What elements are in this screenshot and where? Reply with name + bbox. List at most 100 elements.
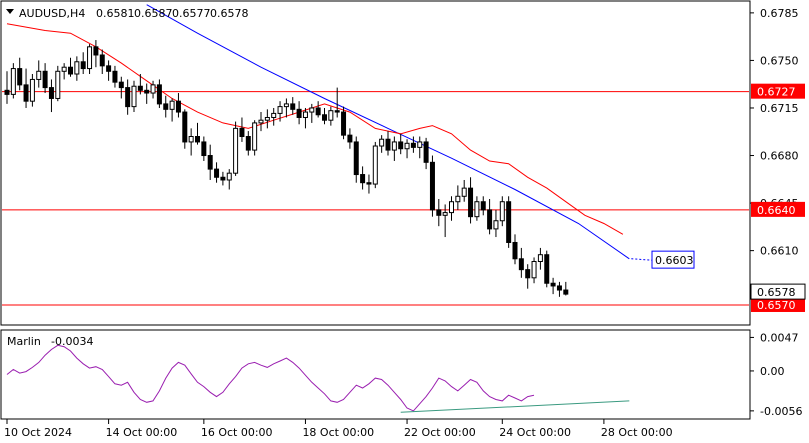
oscillator-line xyxy=(6,344,535,412)
candle xyxy=(512,234,518,265)
time-axis: 10 Oct 2024 14 Oct 00:00 16 Oct 00:00 18 Oc… xyxy=(4,419,673,439)
oscillator-name: Marlin xyxy=(7,335,41,348)
osc-tick-label: 0.00 xyxy=(760,365,785,378)
price-tick-label: 0.6610 xyxy=(760,245,799,258)
candle-body xyxy=(195,136,200,143)
candle-body xyxy=(544,254,550,284)
osc-tick-label: 0.0047 xyxy=(760,331,799,344)
candle-body xyxy=(87,46,93,70)
time-tick-label: 28 Oct 00:00 xyxy=(601,426,673,439)
ma-blue-line xyxy=(146,4,630,260)
candle xyxy=(423,137,429,170)
candle-body xyxy=(175,100,181,113)
candle xyxy=(264,109,270,129)
candle-body xyxy=(391,141,397,151)
candle-body xyxy=(372,145,378,185)
candle-body xyxy=(245,136,251,151)
candle-body xyxy=(125,87,131,108)
candle-body xyxy=(156,84,162,105)
candle-body xyxy=(23,84,29,102)
candle xyxy=(468,177,474,224)
ohlc-high: 0.6587 xyxy=(134,7,173,20)
candle xyxy=(258,112,264,132)
candle-body xyxy=(182,111,188,143)
candle xyxy=(150,80,156,99)
candle xyxy=(99,49,105,75)
time-tick-label: 22 Oct 00:00 xyxy=(404,426,476,439)
candle-body xyxy=(112,70,118,83)
candle xyxy=(23,68,29,108)
candle xyxy=(347,128,353,149)
candle-body xyxy=(429,161,435,211)
candle xyxy=(87,44,93,75)
osc-tick-label: -0.0056 xyxy=(760,405,802,418)
candle-body xyxy=(163,103,169,110)
candle-body xyxy=(550,282,556,287)
candle-body xyxy=(410,142,416,148)
candle xyxy=(106,60,112,81)
candle-body xyxy=(4,89,10,95)
ohlc-open: 0.6581 xyxy=(96,7,135,20)
candle xyxy=(474,196,480,221)
time-tick-label: 24 Oct 00:00 xyxy=(499,426,571,439)
oscillator-panel: 0.0047 0.00 -0.0056 xyxy=(6,331,802,418)
candle-body xyxy=(302,111,308,118)
ma-blue-label-box xyxy=(651,250,695,269)
candle xyxy=(252,120,258,156)
candle xyxy=(68,57,73,77)
collapse-triangle-icon[interactable] xyxy=(6,9,14,14)
candle xyxy=(220,171,226,186)
level-price-tag-text: 0.6640 xyxy=(757,204,796,217)
ma-blue-label-text: 0.6603 xyxy=(655,254,694,267)
symbol-label: AUDUSD,H4 xyxy=(19,7,85,20)
candle-body xyxy=(525,269,531,279)
candle-body xyxy=(55,70,61,99)
candle xyxy=(207,144,213,180)
candle-body xyxy=(233,127,239,174)
candle xyxy=(10,63,16,99)
candle-body xyxy=(106,65,112,72)
candle xyxy=(29,74,35,107)
candle-body xyxy=(455,195,461,203)
candle-body xyxy=(518,258,524,271)
candle xyxy=(144,83,150,104)
candle xyxy=(201,136,207,161)
candle xyxy=(525,264,531,289)
candle xyxy=(493,209,499,238)
candle xyxy=(93,40,99,68)
candle xyxy=(61,63,67,80)
candle xyxy=(531,257,537,284)
candle-body xyxy=(556,285,562,291)
candle-body xyxy=(493,220,499,230)
candle-body xyxy=(353,141,359,176)
candle xyxy=(537,247,543,270)
candle xyxy=(169,98,175,122)
candle-body xyxy=(474,201,480,218)
candle xyxy=(195,122,200,145)
candle xyxy=(442,204,448,238)
candle xyxy=(360,166,366,190)
candle xyxy=(4,71,10,104)
candle-body xyxy=(36,70,42,80)
divergence-line[interactable] xyxy=(400,400,630,413)
candle-body xyxy=(258,119,264,124)
candle xyxy=(353,136,359,183)
candle xyxy=(112,65,118,88)
current-price-tag xyxy=(750,283,806,300)
candle-body xyxy=(80,61,86,70)
candle-body xyxy=(29,78,35,102)
candle-body xyxy=(537,254,543,263)
candle-body xyxy=(563,289,569,295)
time-tick-label: 14 Oct 00:00 xyxy=(106,426,178,439)
candle-body xyxy=(207,155,213,170)
ohlc-low: 0.6577 xyxy=(172,7,211,20)
candle-body xyxy=(137,85,143,91)
candle xyxy=(290,97,296,115)
candle-body xyxy=(328,110,334,121)
candle xyxy=(302,107,308,129)
candle xyxy=(296,101,302,125)
candle xyxy=(410,136,416,153)
candle-body xyxy=(499,201,505,222)
candle-body xyxy=(436,209,442,216)
candle-body xyxy=(226,172,232,181)
